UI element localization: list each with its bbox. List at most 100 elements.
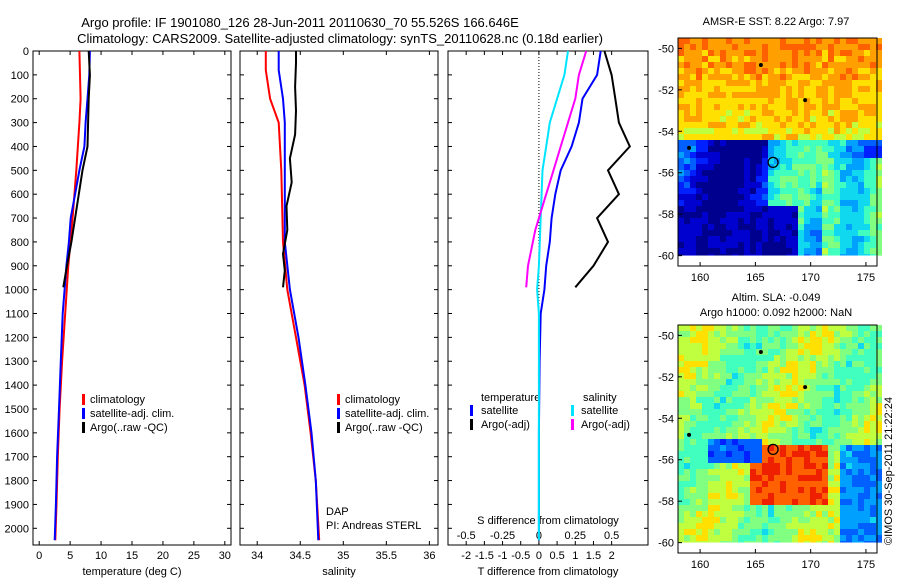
map-cell bbox=[840, 415, 846, 421]
map-cell bbox=[858, 433, 864, 439]
map-cell bbox=[822, 230, 828, 236]
map-cell bbox=[846, 98, 852, 104]
map-cell bbox=[804, 499, 810, 505]
map-cell bbox=[786, 86, 792, 92]
map-cell bbox=[702, 86, 708, 92]
map-cell bbox=[810, 445, 816, 451]
map-cell bbox=[870, 146, 876, 152]
map-cell bbox=[696, 206, 702, 212]
map-cell bbox=[750, 361, 756, 367]
map-cell bbox=[846, 487, 852, 493]
map-cell bbox=[714, 140, 720, 146]
map-cell bbox=[852, 80, 858, 86]
map-cell bbox=[678, 343, 684, 349]
map-cell bbox=[816, 218, 822, 224]
map-cell bbox=[810, 505, 816, 511]
map-cell bbox=[786, 523, 792, 529]
map-cell bbox=[732, 62, 738, 68]
map-cell bbox=[678, 421, 684, 427]
map-cell bbox=[858, 331, 864, 337]
map-cell bbox=[720, 122, 726, 128]
map-cell bbox=[732, 194, 738, 200]
map-cell bbox=[768, 367, 774, 373]
map-cell bbox=[786, 397, 792, 403]
map-cell bbox=[720, 242, 726, 248]
map-cell bbox=[816, 427, 822, 433]
map-cell bbox=[810, 403, 816, 409]
map-cell bbox=[750, 349, 756, 355]
map-cell bbox=[708, 98, 714, 104]
map-cell bbox=[750, 391, 756, 397]
map-cell bbox=[876, 242, 882, 248]
map-cell bbox=[828, 397, 834, 403]
map-cell bbox=[768, 242, 774, 248]
map-cell bbox=[714, 98, 720, 104]
map-cell bbox=[864, 343, 870, 349]
map-cell bbox=[840, 38, 846, 44]
map-cell bbox=[744, 463, 750, 469]
map-cell bbox=[762, 128, 768, 134]
map-cell bbox=[834, 391, 840, 397]
map-cell bbox=[756, 176, 762, 182]
map-cell bbox=[816, 74, 822, 80]
map-cell bbox=[846, 194, 852, 200]
map-cell bbox=[786, 224, 792, 230]
map-cell bbox=[870, 523, 876, 529]
map-cell bbox=[720, 236, 726, 242]
map-cell bbox=[870, 475, 876, 481]
map-cell bbox=[684, 200, 690, 206]
map-cell bbox=[726, 397, 732, 403]
map-cell bbox=[876, 158, 882, 164]
map-cell bbox=[870, 331, 876, 337]
map-cell bbox=[726, 188, 732, 194]
map-cell bbox=[708, 158, 714, 164]
map-cell bbox=[696, 535, 702, 541]
map-cell bbox=[792, 122, 798, 128]
map-cell bbox=[714, 541, 720, 543]
map-cell bbox=[762, 541, 768, 543]
map-cell bbox=[810, 457, 816, 463]
map-cell bbox=[744, 236, 750, 242]
map-cell bbox=[690, 385, 696, 391]
map-cell bbox=[876, 535, 882, 541]
map-cell bbox=[792, 242, 798, 248]
map-cell bbox=[714, 50, 720, 56]
map-cell bbox=[762, 98, 768, 104]
map-cell bbox=[696, 128, 702, 134]
map-cell bbox=[864, 415, 870, 421]
map-cell bbox=[696, 80, 702, 86]
map-cell bbox=[828, 182, 834, 188]
map-cell bbox=[798, 493, 804, 499]
map-cell bbox=[780, 343, 786, 349]
map-cell bbox=[720, 110, 726, 116]
map-cell bbox=[696, 499, 702, 505]
map-cell bbox=[696, 349, 702, 355]
map-cell bbox=[738, 74, 744, 80]
map-cell bbox=[792, 194, 798, 200]
map-cell bbox=[690, 146, 696, 152]
map-cell bbox=[684, 469, 690, 475]
map-cell bbox=[744, 170, 750, 176]
map-cell bbox=[738, 481, 744, 487]
map-cell bbox=[810, 176, 816, 182]
map-cell bbox=[792, 254, 798, 256]
map-cell bbox=[726, 56, 732, 62]
map-cell bbox=[744, 140, 750, 146]
map-cell bbox=[792, 511, 798, 517]
map-cell bbox=[828, 164, 834, 170]
map-cell bbox=[774, 104, 780, 110]
map-cell bbox=[684, 236, 690, 242]
map-cell bbox=[804, 134, 810, 140]
map-cell bbox=[696, 511, 702, 517]
map-cell bbox=[852, 176, 858, 182]
map-cell bbox=[738, 44, 744, 50]
dap-label: DAP bbox=[326, 506, 349, 518]
map-cell bbox=[726, 529, 732, 535]
map-cell bbox=[852, 379, 858, 385]
map-cell bbox=[858, 44, 864, 50]
map-cell bbox=[810, 511, 816, 517]
map-cell bbox=[738, 140, 744, 146]
map-cell bbox=[762, 116, 768, 122]
map-cell bbox=[768, 493, 774, 499]
map-cell bbox=[816, 242, 822, 248]
